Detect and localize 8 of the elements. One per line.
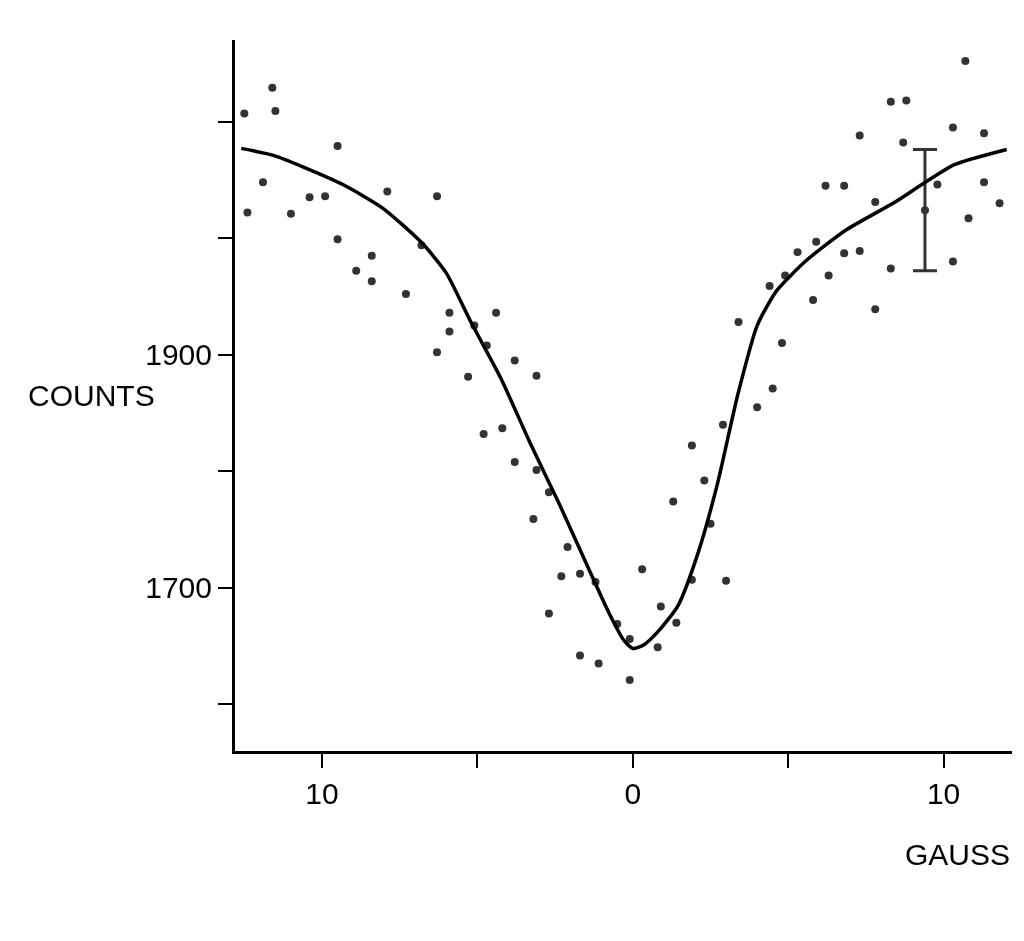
x-tick-label: 0 (624, 777, 642, 810)
x-axis-title: GAUSS (905, 838, 1011, 871)
line-series (239, 146, 1009, 651)
y-tick-label: 1900 (145, 338, 212, 372)
y-axis-title: COUNTS (28, 379, 155, 412)
y-tick-label: 1700 (145, 571, 212, 605)
x-tick-label: 10 (926, 777, 961, 810)
x-tick-label: 10 (305, 777, 339, 810)
